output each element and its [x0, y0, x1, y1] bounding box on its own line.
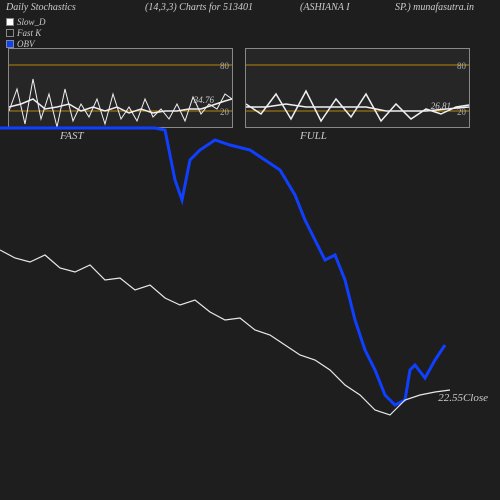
obv-line [0, 128, 445, 405]
close-label: 22.55Close [438, 392, 488, 404]
main-svg [0, 0, 500, 500]
